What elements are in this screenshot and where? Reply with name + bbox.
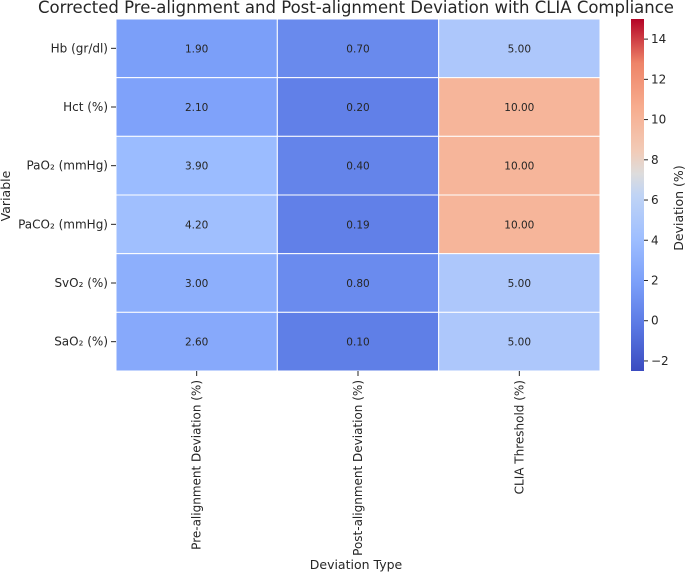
y-tick-hb-gr-dl: Hb (gr/dl) [51,41,108,55]
heatmap-cell-r5-c2 [438,311,601,372]
heatmap-cell-r0-c0 [115,18,278,79]
cell-value-label: 0.19 [346,219,369,231]
colorbar-label: Deviation (%) [671,165,685,250]
cell-value-label: 3.90 [185,161,208,173]
heatmap-cell-r5-c1 [276,311,440,372]
colorbar-tick-label: 12 [651,72,666,86]
cell-value-label: 0.40 [346,161,369,173]
cell-value-label: 10.00 [504,102,534,114]
y-tick-paco-mmhg: PaCO₂ (mmHg) [18,217,108,231]
cell-value-label: 0.20 [346,102,369,114]
y-axis-label: Variable [0,170,13,221]
colorbar-tick-label: 8 [651,153,659,167]
colorbar-tick-label: 10 [651,113,666,127]
y-tick-pao-mmhg: PaO₂ (mmHg) [26,159,108,173]
colorbar-tick-label: 14 [651,32,666,46]
colorbar [631,19,644,371]
cell-value-label: 2.10 [185,102,208,114]
cell-value-label: 0.70 [346,43,369,55]
cell-value-label: 10.00 [504,219,534,231]
colorbar-tick-label: 2 [651,273,659,287]
x-axis-label: Deviation Type [310,557,403,572]
cell-value-label: 2.60 [185,337,208,349]
cell-value-label: 5.00 [508,337,531,349]
colorbar-tick-label: 0 [651,314,659,328]
heatmap-cell-r3-c0 [115,194,278,255]
heatmap-cells: 1.90 0.70 5.00 2.10 0.20 10.00 3.90 0.40 10.00 4.… [115,18,601,372]
cell-value-label: 1.90 [185,43,208,55]
x-tick-pre-alignment-deviation: Pre-alignment Deviation (%) [190,380,204,550]
y-tick-svo: SvO₂ (%) [54,276,108,290]
y-tick-hct: Hct (%) [63,100,108,114]
cell-value-label: 0.80 [346,278,369,290]
cell-value-label: 3.00 [185,278,208,290]
chart-title: Corrected Pre-alignment and Post-alignme… [38,0,674,17]
colorbar-tick-label: 6 [651,193,659,207]
heatmap-cell-r1-c1 [276,77,440,137]
colorbar-tick-label: −2 [651,354,669,368]
y-tick-labels: Hb (gr/dl) Hct (%) PaO₂ (mmHg) PaCO₂ (mmHg)… [18,41,116,349]
colorbar-tick-label: 4 [651,233,659,247]
heatmap-cell-r4-c1 [276,253,440,313]
heatmap-cell-r0-c1 [276,18,440,79]
heatmap-cell-r3-c2 [438,194,601,255]
cell-value-label: 5.00 [508,43,531,55]
x-tick-post-alignment-deviation: Post-alignment Deviation (%) [351,380,365,556]
y-tick-sao: SaO₂ (%) [54,335,108,349]
heatmap-cell-r1-c2 [438,77,601,137]
x-tick-labels: Pre-alignment Deviation (%) Post-alignmen… [190,371,526,556]
heatmap-cell-r4-c0 [115,253,278,313]
colorbar-ticks: −2 0 2 4 6 8 10 12 14 [644,32,669,368]
cell-value-label: 4.20 [185,219,208,231]
heatmap-cell-r0-c2 [438,18,601,79]
cell-value-label: 10.00 [504,161,534,173]
heatmap-cell-r1-c0 [115,77,278,137]
heatmap-cell-r2-c1 [276,135,440,196]
x-tick-clia-threshold: CLIA Threshold (%) [512,380,526,494]
cell-value-label: 5.00 [508,278,531,290]
heatmap-cell-r4-c2 [438,253,601,313]
cell-value-label: 0.10 [346,337,369,349]
